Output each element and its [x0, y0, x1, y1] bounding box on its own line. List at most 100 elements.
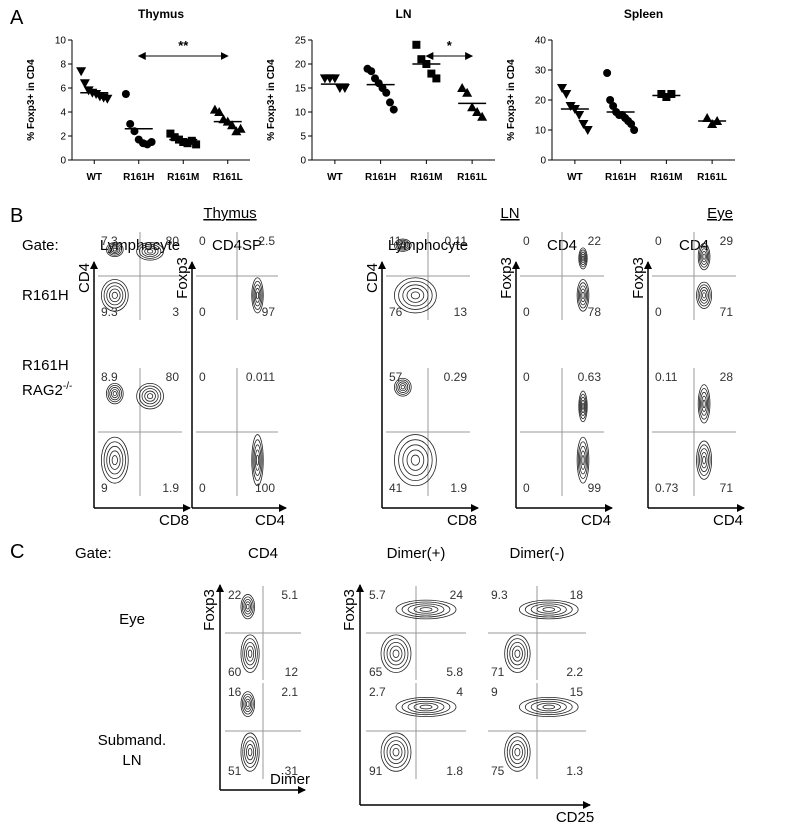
contour	[112, 391, 117, 397]
quadrant-value: 31	[285, 764, 299, 778]
data-point	[412, 40, 421, 49]
data-point	[417, 55, 426, 64]
contour	[698, 388, 710, 420]
section-title: Eye	[707, 205, 733, 222]
contour	[697, 243, 711, 271]
contour	[536, 605, 561, 614]
quadrant-value: 78	[588, 305, 602, 319]
quadrant-value: 11	[389, 234, 402, 248]
contour	[254, 287, 261, 303]
y-axis-label: Foxp3	[174, 257, 191, 299]
data-point	[126, 120, 135, 128]
contour	[107, 243, 122, 256]
x-axis-label: Dimer	[270, 771, 310, 788]
x-tick-label: R161M	[650, 172, 682, 183]
contour	[138, 243, 162, 259]
contour	[136, 382, 164, 410]
x-tick-label: R161H	[365, 172, 396, 183]
contour	[697, 284, 711, 307]
contour	[542, 704, 556, 710]
contour	[141, 245, 159, 258]
contour	[702, 455, 706, 465]
contour	[240, 691, 256, 718]
y-tick-label: 40	[535, 36, 547, 47]
contour	[407, 603, 445, 616]
y-tick-label: 10	[55, 36, 67, 47]
y-axis-label: Foxp3	[498, 257, 515, 299]
quadrant-value: 80	[166, 370, 180, 384]
contour	[109, 387, 121, 401]
chart-title: Thymus	[138, 7, 184, 21]
y-axis-label: CD4	[364, 263, 381, 293]
data-point	[582, 126, 593, 135]
contour	[509, 641, 526, 666]
contour	[419, 607, 433, 612]
gate-name: Dimer(-)	[510, 545, 565, 562]
contour	[393, 238, 412, 252]
contour	[581, 291, 585, 299]
flow-plot: 0 0.63 0 99	[520, 368, 604, 496]
flow-plot: 5.7 24 65 5.8	[366, 586, 466, 680]
y-tick-label: 0	[540, 156, 546, 167]
contour	[400, 243, 405, 247]
quadrant-value: 3	[172, 305, 179, 319]
contour	[696, 281, 713, 309]
contour	[111, 291, 118, 299]
contour	[576, 279, 590, 312]
contour	[400, 385, 405, 390]
contour	[398, 439, 433, 482]
contour	[103, 282, 126, 309]
quadrant-value: 22	[588, 234, 602, 248]
quadrant-value: 9.3	[491, 588, 508, 602]
quadrant-value: 0	[199, 234, 206, 248]
contour	[386, 740, 406, 765]
y-tick-label: 20	[295, 60, 307, 71]
contour	[393, 377, 412, 397]
y-tick-label: 0	[300, 156, 306, 167]
data-point	[561, 90, 572, 99]
chart-title: Spleen	[624, 7, 663, 21]
quadrant-value: 100	[255, 481, 275, 495]
contour	[580, 253, 586, 264]
row-label: Eye	[119, 611, 145, 628]
data-point	[432, 74, 441, 83]
panel-label: A	[10, 7, 24, 29]
contour	[251, 434, 264, 487]
panel-label: C	[10, 541, 24, 563]
y-axis-label: Foxp3	[201, 589, 218, 631]
x-axis-label: CD8	[159, 512, 189, 529]
data-point	[627, 120, 636, 128]
quadrant-value: 0.29	[444, 370, 468, 384]
y-tick-label: 20	[535, 96, 547, 107]
contour	[419, 704, 433, 710]
quadrant-value: 71	[491, 665, 505, 679]
contour	[106, 382, 124, 405]
contour	[580, 450, 586, 470]
contour	[106, 242, 124, 258]
contour	[253, 284, 262, 307]
contour	[246, 603, 250, 610]
x-axis-label: CD4	[581, 512, 611, 529]
contour	[504, 634, 531, 673]
contour	[244, 601, 251, 612]
contour	[410, 291, 420, 300]
contour	[580, 251, 586, 266]
flow-plot: 0 22 0 78	[520, 232, 604, 320]
contour	[242, 736, 258, 768]
section-title: Thymus	[203, 205, 256, 222]
data-point	[462, 87, 473, 97]
data-point	[79, 79, 90, 89]
data-point	[183, 139, 192, 148]
contour	[581, 255, 585, 261]
contour	[389, 744, 403, 761]
contour	[579, 393, 587, 420]
contour	[578, 247, 588, 270]
quadrant-value: 65	[369, 665, 383, 679]
data-point	[557, 84, 568, 93]
data-point	[574, 111, 585, 120]
quadrant-value: 2.1	[281, 685, 298, 699]
data-point	[386, 98, 394, 107]
x-tick-label: R161H	[123, 172, 154, 183]
contour	[696, 440, 713, 480]
